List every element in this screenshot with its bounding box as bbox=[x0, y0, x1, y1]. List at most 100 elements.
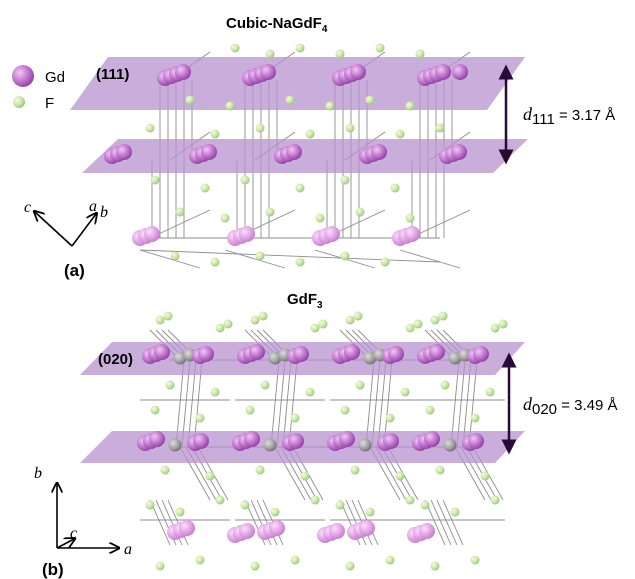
plane-label-020: (020) bbox=[98, 351, 133, 368]
f-atom bbox=[470, 413, 480, 423]
f-atom bbox=[250, 561, 260, 571]
f-atom bbox=[210, 129, 220, 139]
axis-c-label-b: c bbox=[70, 525, 77, 542]
bond-line bbox=[139, 249, 441, 263]
gd-atom bbox=[269, 520, 285, 536]
f-atom bbox=[200, 183, 210, 193]
bond-line bbox=[149, 209, 211, 239]
gd-atom bbox=[198, 346, 214, 362]
f-atom bbox=[305, 129, 315, 139]
gd-atom bbox=[404, 226, 420, 242]
gd-atom bbox=[468, 433, 484, 449]
f-atom bbox=[345, 123, 355, 133]
axes-b bbox=[57, 484, 118, 548]
f-atom bbox=[430, 561, 440, 571]
spacing-label-b: d020 = 3.49 Å bbox=[523, 394, 618, 418]
f-atom bbox=[390, 183, 400, 193]
f-atom bbox=[395, 471, 405, 481]
panel-label-a: (a) bbox=[64, 261, 85, 280]
f-atom bbox=[230, 43, 240, 53]
f-atom bbox=[250, 315, 260, 325]
f-atom bbox=[165, 380, 175, 390]
f-atom bbox=[175, 207, 185, 217]
legend-gd-icon bbox=[12, 65, 34, 87]
gd-atom bbox=[424, 431, 440, 447]
f-atom bbox=[395, 129, 405, 139]
gd-atom bbox=[371, 144, 387, 160]
f-atom bbox=[265, 49, 275, 59]
f-atom bbox=[325, 101, 335, 111]
f-atom bbox=[485, 387, 495, 397]
f-atom bbox=[435, 123, 445, 133]
gray-atom bbox=[358, 438, 372, 452]
f-atom bbox=[380, 257, 390, 267]
f-atom bbox=[420, 500, 430, 510]
legend-gd-label: Gd bbox=[45, 69, 65, 86]
gray-atom bbox=[443, 438, 457, 452]
f-atom bbox=[240, 175, 250, 185]
f-atom bbox=[295, 183, 305, 193]
axes-a bbox=[35, 212, 96, 247]
f-atom bbox=[195, 413, 205, 423]
f-atom bbox=[438, 311, 448, 321]
gray-atom bbox=[173, 351, 187, 365]
f-atom bbox=[175, 507, 185, 517]
f-atom bbox=[385, 555, 395, 565]
bond-line bbox=[139, 249, 201, 269]
f-atom bbox=[405, 101, 415, 111]
f-atom bbox=[315, 213, 325, 223]
f-atom bbox=[295, 257, 305, 267]
f-atom bbox=[260, 380, 270, 390]
gd-atom bbox=[239, 523, 255, 539]
gd-atom bbox=[154, 344, 170, 360]
f-atom bbox=[365, 507, 375, 517]
gd-atom bbox=[451, 144, 467, 160]
f-atom bbox=[365, 95, 375, 105]
gd-atom bbox=[193, 433, 209, 449]
f-atom bbox=[215, 495, 225, 505]
f-atom bbox=[270, 507, 280, 517]
bond-line bbox=[167, 499, 189, 546]
f-atom bbox=[195, 555, 205, 565]
f-atom bbox=[145, 500, 155, 510]
f-atom bbox=[318, 319, 328, 329]
f-atom bbox=[335, 49, 345, 59]
f-atom bbox=[210, 257, 220, 267]
f-atom bbox=[480, 471, 490, 481]
f-atom bbox=[405, 495, 415, 505]
f-atom bbox=[345, 561, 355, 571]
gd-atom bbox=[175, 64, 191, 80]
gd-atom bbox=[286, 144, 302, 160]
gd-atom bbox=[344, 344, 360, 360]
bond-line bbox=[409, 209, 471, 239]
legend-f-icon bbox=[13, 96, 25, 108]
atoms-a bbox=[104, 43, 468, 267]
f-atom bbox=[350, 465, 360, 475]
f-atom bbox=[435, 465, 445, 475]
f-atom bbox=[413, 319, 423, 329]
gd-atom bbox=[429, 344, 445, 360]
f-atom bbox=[155, 561, 165, 571]
f-atom bbox=[205, 471, 215, 481]
f-atom bbox=[310, 323, 320, 333]
gd-atom bbox=[324, 226, 340, 242]
f-atom bbox=[415, 49, 425, 59]
f-atom bbox=[335, 500, 345, 510]
f-atom bbox=[305, 387, 315, 397]
f-atom bbox=[150, 175, 160, 185]
legend-f-label: F bbox=[45, 95, 54, 112]
panel-a-title: Cubic-NaGdF4 bbox=[226, 15, 328, 35]
f-atom bbox=[295, 43, 305, 53]
gd-atom bbox=[329, 523, 345, 539]
atoms-b bbox=[137, 311, 508, 571]
f-atom bbox=[498, 319, 508, 329]
f-atom bbox=[440, 380, 450, 390]
gray-atom bbox=[448, 351, 462, 365]
gd-atom bbox=[383, 433, 399, 449]
gd-atom bbox=[473, 346, 489, 362]
f-atom bbox=[340, 175, 350, 185]
f-atom bbox=[405, 323, 415, 333]
f-atom bbox=[215, 323, 225, 333]
f-atom bbox=[170, 251, 180, 261]
